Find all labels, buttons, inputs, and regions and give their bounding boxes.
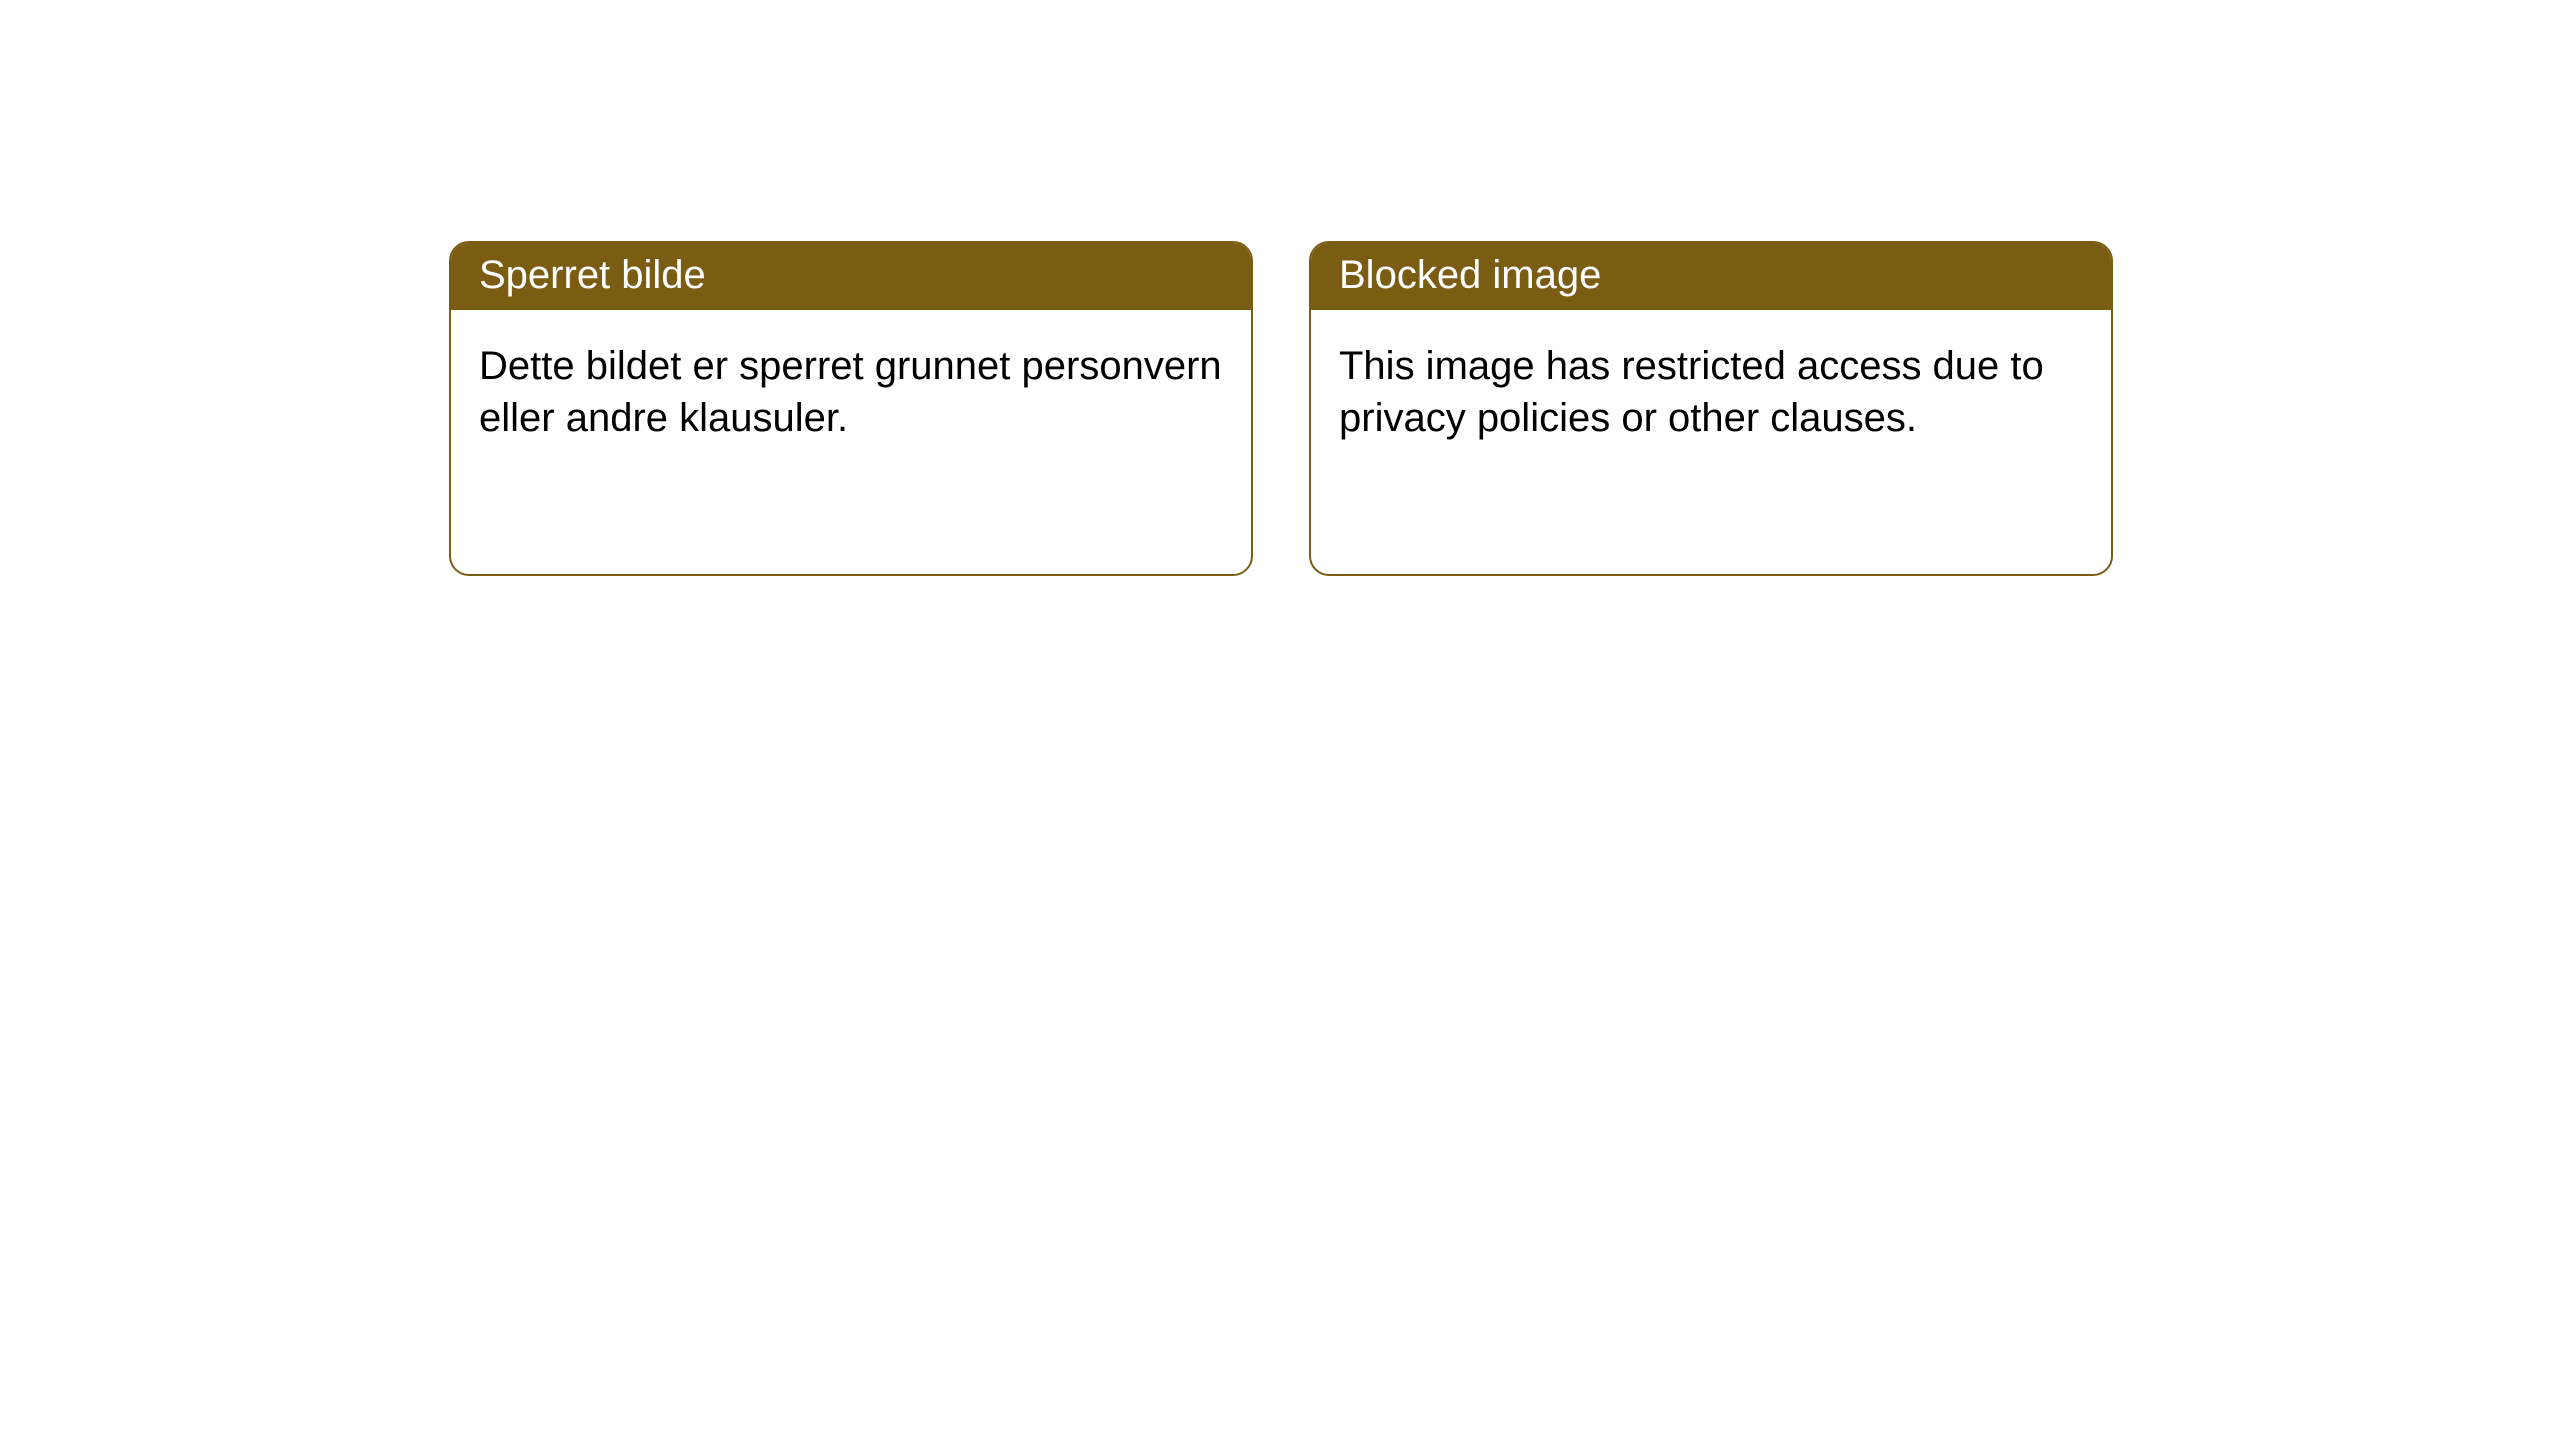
- notice-body: Dette bildet er sperret grunnet personve…: [451, 310, 1251, 474]
- notice-header: Blocked image: [1311, 243, 2111, 310]
- notice-body: This image has restricted access due to …: [1311, 310, 2111, 474]
- notice-card-english: Blocked image This image has restricted …: [1309, 241, 2113, 576]
- notice-container: Sperret bilde Dette bildet er sperret gr…: [0, 0, 2560, 576]
- notice-header: Sperret bilde: [451, 243, 1251, 310]
- notice-card-norwegian: Sperret bilde Dette bildet er sperret gr…: [449, 241, 1253, 576]
